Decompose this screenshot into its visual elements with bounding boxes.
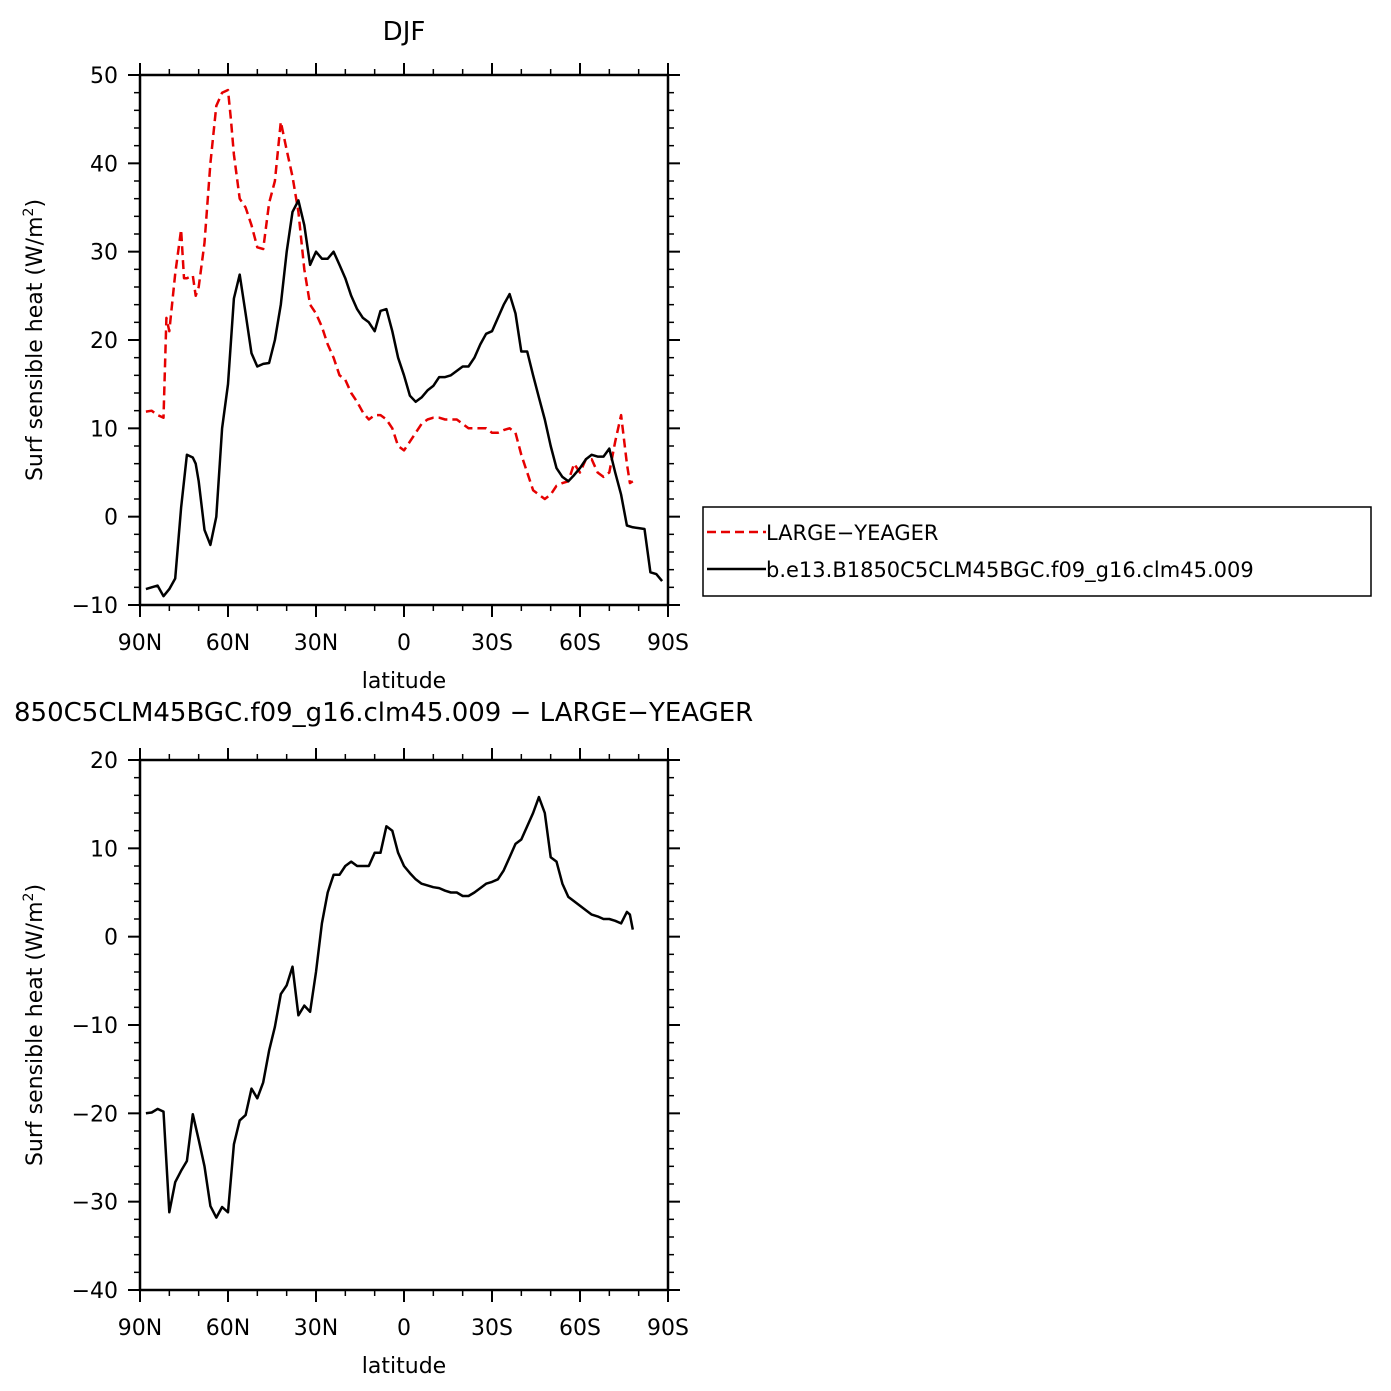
legend-label-large-yeager: LARGE−YEAGER bbox=[766, 521, 939, 545]
top-plot-frame bbox=[138, 73, 670, 607]
top-xtick-label: 30S bbox=[471, 631, 513, 656]
top-xtick-label: 90S bbox=[647, 631, 689, 656]
top-ytick-label: 50 bbox=[90, 64, 118, 89]
bottom-xtick-label: 30S bbox=[471, 1316, 513, 1341]
top-ytick-label: 0 bbox=[104, 506, 118, 531]
bottom-x-axis-label: latitude bbox=[362, 1354, 446, 1379]
bottom-chart-title: 850C5CLM45BGC.f09_g16.clm45.009 − LARGE−… bbox=[14, 698, 753, 728]
bottom-y-axis-label: Surf sensible heat (W/m2) bbox=[21, 884, 48, 1166]
top-chart-title: DJF bbox=[383, 17, 426, 47]
top-xtick-label: 0 bbox=[397, 631, 411, 656]
top-panel: DJF −10 0 10 20 30 40 50 90N 60N 30N 0 30S 60S 90S la… bbox=[21, 17, 689, 694]
legend: LARGE−YEAGER b.e13.B1850C5CLM45BGC.f09_g… bbox=[702, 506, 1372, 597]
top-xtick-label: 30N bbox=[294, 631, 338, 656]
top-xtick-label: 60N bbox=[206, 631, 250, 656]
bottom-ytick-label: −40 bbox=[72, 1279, 118, 1304]
top-ytick-label: 10 bbox=[90, 417, 118, 442]
bottom-xtick-label: 90N bbox=[118, 1316, 162, 1341]
bottom-ytick-label: −10 bbox=[72, 1014, 118, 1039]
top-xtick-label: 90N bbox=[118, 631, 162, 656]
bottom-ytick-label: −20 bbox=[72, 1102, 118, 1127]
bottom-ytick-label: −30 bbox=[72, 1191, 118, 1216]
top-series-line-model bbox=[145, 199, 664, 598]
legend-box bbox=[702, 506, 1372, 597]
top-y-axis-label: Surf sensible heat (W/m2) bbox=[21, 199, 48, 481]
bottom-panel: 850C5CLM45BGC.f09_g16.clm45.009 − LARGE−… bbox=[14, 698, 753, 1379]
legend-label-model: b.e13.B1850C5CLM45BGC.f09_g16.clm45.009 bbox=[766, 558, 1254, 583]
bottom-xtick-label: 60S bbox=[559, 1316, 601, 1341]
bottom-ytick-label: 0 bbox=[104, 926, 118, 951]
bottom-xtick-label: 90S bbox=[647, 1316, 689, 1341]
top-series-line-large-yeager bbox=[145, 88, 634, 501]
top-ytick-label: 20 bbox=[90, 329, 118, 354]
top-ytick-label: 30 bbox=[90, 241, 118, 266]
bottom-series-line-model bbox=[145, 795, 635, 1219]
bottom-xtick-label: 60N bbox=[206, 1316, 250, 1341]
top-xtick-label: 60S bbox=[559, 631, 601, 656]
bottom-ytick-label: 20 bbox=[90, 749, 118, 774]
top-x-axis-label: latitude bbox=[362, 669, 446, 694]
top-ytick-label: −10 bbox=[72, 594, 118, 619]
bottom-xtick-label: 0 bbox=[397, 1316, 411, 1341]
bottom-xtick-label: 30N bbox=[294, 1316, 338, 1341]
bottom-ytick-label: 10 bbox=[90, 837, 118, 862]
top-ytick-label: 40 bbox=[90, 152, 118, 177]
